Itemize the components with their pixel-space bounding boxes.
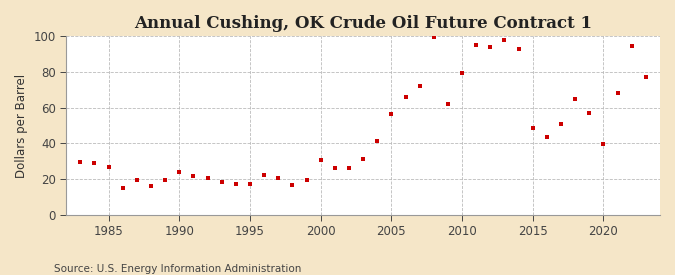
Point xyxy=(513,46,524,51)
Point xyxy=(584,111,595,115)
Point xyxy=(372,138,383,143)
Point xyxy=(160,177,171,182)
Point xyxy=(556,122,566,126)
Point xyxy=(287,183,298,187)
Point xyxy=(499,38,510,42)
Point xyxy=(188,174,199,178)
Point xyxy=(273,176,284,180)
Point xyxy=(541,135,552,140)
Point xyxy=(470,43,481,47)
Point xyxy=(103,164,114,169)
Point xyxy=(344,166,354,170)
Point xyxy=(570,96,580,101)
Point xyxy=(174,170,185,174)
Point xyxy=(216,179,227,184)
Point xyxy=(414,84,425,88)
Point xyxy=(244,182,255,186)
Point xyxy=(329,166,340,170)
Point xyxy=(612,91,623,95)
Point xyxy=(641,75,651,79)
Point xyxy=(301,178,312,182)
Point xyxy=(75,160,86,164)
Point xyxy=(386,112,397,116)
Point xyxy=(598,142,609,146)
Point xyxy=(358,157,369,161)
Point xyxy=(259,173,269,177)
Y-axis label: Dollars per Barrel: Dollars per Barrel xyxy=(15,73,28,178)
Point xyxy=(626,44,637,49)
Point xyxy=(457,71,468,75)
Point xyxy=(230,182,241,186)
Point xyxy=(202,176,213,180)
Text: Source: U.S. Energy Information Administration: Source: U.S. Energy Information Administ… xyxy=(54,264,301,274)
Point xyxy=(146,184,157,188)
Point xyxy=(89,161,100,166)
Title: Annual Cushing, OK Crude Oil Future Contract 1: Annual Cushing, OK Crude Oil Future Cont… xyxy=(134,15,592,32)
Point xyxy=(315,158,326,163)
Point xyxy=(132,178,142,183)
Point xyxy=(485,45,495,49)
Point xyxy=(400,95,411,99)
Point xyxy=(429,35,439,39)
Point xyxy=(443,102,454,106)
Point xyxy=(527,126,538,130)
Point xyxy=(117,186,128,190)
